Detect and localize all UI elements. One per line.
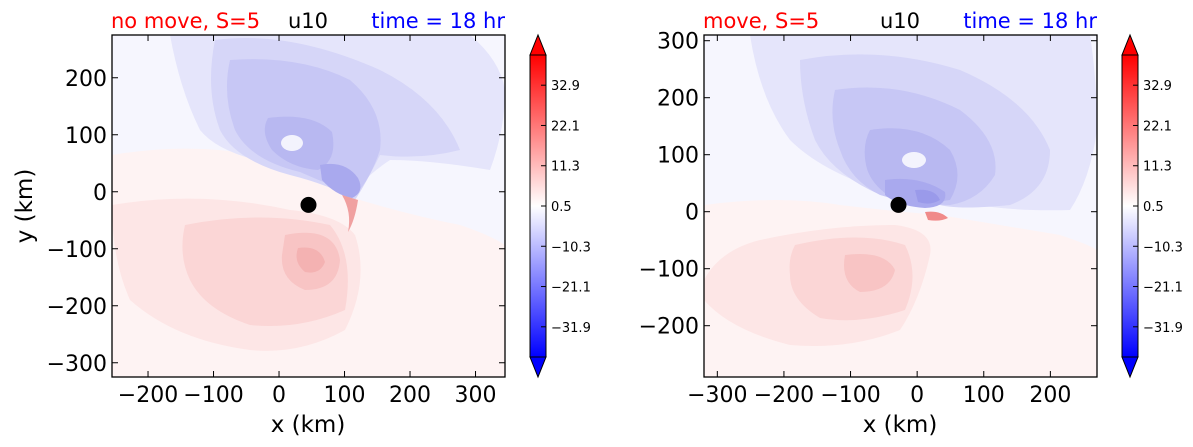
left-field-contours	[112, 35, 505, 377]
right-panel-title-left: move, S=5	[703, 9, 819, 33]
left-panel: no move, S=5 u10 time = 18 hr −200 −100 0 1…	[12, 9, 591, 438]
right-plot-frame	[703, 34, 1098, 378]
left-x-axis-label: x (km)	[271, 412, 346, 438]
colorbar-tick-label: 22.1	[551, 119, 580, 134]
y-tick-label: 0	[93, 181, 107, 206]
left-panel-title-right: time = 18 hr	[371, 9, 505, 33]
right-x-axis: −300 −200 −100 0 100 200	[687, 35, 1071, 408]
y-tick-label: 100	[657, 144, 699, 169]
colorbar-tick-label: 32.9	[551, 79, 580, 94]
y-tick-label: −300	[47, 352, 107, 377]
x-tick-label: 100	[963, 383, 1005, 408]
right-colorbar-lower-extend	[1121, 356, 1139, 379]
colorbar-tick-label: −10.3	[1143, 240, 1183, 255]
colorbar-tick-label: 0.5	[1143, 200, 1164, 215]
left-x-axis: −200 −100 0 100 200 300	[118, 35, 497, 408]
colorbar-tick-label: 11.3	[551, 160, 580, 175]
colorbar-tick-label: 32.9	[1143, 79, 1172, 94]
left-colorbar: 32.9 22.1 11.3 0.5 −10.3 −21.1 −31.9	[529, 33, 591, 379]
x-tick-label: 200	[389, 383, 431, 408]
x-tick-label: 300	[455, 383, 497, 408]
colorbar-tick-label: −31.9	[551, 321, 591, 336]
right-colorbar-upper-extend	[1121, 33, 1139, 56]
y-tick-label: −100	[47, 238, 107, 263]
left-colorbar-lower-extend	[529, 356, 547, 379]
right-panel-title-right: time = 18 hr	[963, 9, 1097, 33]
left-y-axis-label: y (km)	[12, 169, 38, 244]
x-tick-label: −200	[118, 383, 178, 408]
y-tick-label: 300	[657, 30, 699, 55]
left-plot-frame	[111, 34, 506, 378]
right-colorbar: 32.9 22.1 11.3 0.5 −10.3 −21.1 −31.9	[1121, 33, 1183, 379]
x-tick-label: −300	[687, 383, 747, 408]
y-tick-label: 100	[65, 124, 107, 149]
x-tick-label: 0	[272, 383, 286, 408]
colorbar-tick-label: −21.1	[551, 281, 591, 296]
right-storm-center-marker	[890, 196, 907, 213]
right-y-axis: −200 −100 0 100 200 300	[639, 30, 1097, 340]
left-storm-center-marker	[300, 196, 317, 213]
left-panel-title-center: u10	[288, 9, 328, 33]
y-tick-label: −100	[639, 258, 699, 283]
x-tick-label: 0	[910, 383, 924, 408]
right-x-axis-label: x (km)	[863, 412, 938, 438]
left-panel-title-left: no move, S=5	[111, 9, 260, 33]
colorbar-tick-label: 0.5	[551, 200, 572, 215]
x-tick-label: −200	[754, 383, 814, 408]
y-tick-label: 200	[65, 67, 107, 92]
colorbar-tick-label: −21.1	[1143, 281, 1183, 296]
y-tick-label: 0	[685, 201, 699, 226]
colorbar-tick-label: −31.9	[1143, 321, 1183, 336]
x-tick-label: 100	[324, 383, 366, 408]
colorbar-tick-label: −10.3	[551, 240, 591, 255]
left-colorbar-ticks: 32.9 22.1 11.3 0.5 −10.3 −21.1 −31.9	[541, 79, 591, 336]
x-tick-label: −100	[183, 383, 243, 408]
right-colorbar-ticks: 32.9 22.1 11.3 0.5 −10.3 −21.1 −31.9	[1133, 79, 1183, 336]
left-colorbar-upper-extend	[529, 33, 547, 56]
y-tick-label: −200	[47, 295, 107, 320]
colorbar-tick-label: 11.3	[1143, 160, 1172, 175]
right-panel: move, S=5 u10 time = 18 hr −300 −200 −100 0…	[639, 9, 1183, 438]
y-tick-label: 200	[657, 87, 699, 112]
y-tick-label: −200	[639, 315, 699, 340]
x-tick-label: −100	[820, 383, 880, 408]
colorbar-tick-label: 22.1	[1143, 119, 1172, 134]
left-y-axis: −300 −200 −100 0 100 200	[47, 67, 505, 377]
x-tick-label: 200	[1029, 383, 1071, 408]
right-panel-title-center: u10	[880, 9, 920, 33]
